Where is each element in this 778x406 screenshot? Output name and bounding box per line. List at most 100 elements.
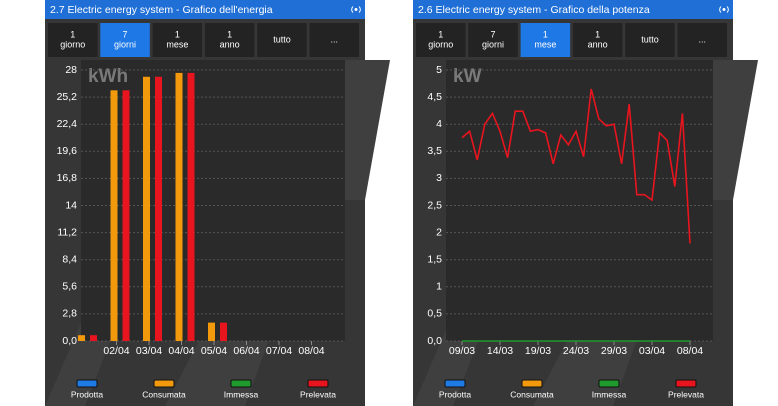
- y-tick-label: 19,6: [57, 145, 78, 157]
- y-tick-label: 11,2: [57, 226, 77, 238]
- bar: [155, 76, 162, 342]
- y-tick-label: 14: [65, 199, 77, 211]
- legend-swatch: [444, 379, 466, 388]
- bar: [122, 90, 130, 341]
- button-label: mese: [534, 39, 556, 49]
- signal-icon: [351, 6, 361, 13]
- x-tick-label: 24/03: [563, 345, 589, 357]
- bar: [143, 76, 150, 342]
- y-tick-label: 0,5: [427, 308, 442, 320]
- legend-swatch: [76, 379, 98, 388]
- legend-swatch: [230, 379, 252, 388]
- legend-label: Consumata: [510, 389, 554, 399]
- button-label: giorno: [428, 39, 453, 49]
- y-tick-label: 16,8: [57, 172, 78, 184]
- x-tick-label: 02/04: [103, 345, 129, 357]
- x-tick-label: 08/04: [298, 345, 324, 357]
- period-button[interactable]: [309, 23, 360, 57]
- bar: [187, 72, 195, 342]
- legend-label: Consumata: [142, 389, 186, 399]
- bar: [78, 335, 85, 341]
- legend-swatch: [675, 379, 697, 388]
- y-tick-label: 4,5: [427, 91, 442, 103]
- x-tick-label: 05/04: [201, 345, 227, 357]
- bar: [175, 72, 183, 342]
- period-button[interactable]: [520, 23, 571, 57]
- x-tick-label: 04/04: [168, 345, 194, 357]
- legend-swatch: [598, 379, 620, 388]
- y-tick-label: 2: [436, 226, 442, 238]
- period-button[interactable]: [152, 23, 203, 57]
- signal-icon: [719, 6, 729, 13]
- period-button[interactable]: [48, 23, 98, 57]
- x-tick-label: 03/04: [639, 345, 665, 357]
- legend-label: Prodotta: [439, 389, 471, 399]
- header-title: 2.6 Electric energy system - Grafico del…: [418, 4, 650, 16]
- period-button[interactable]: [572, 23, 623, 57]
- button-label: tutto: [641, 34, 659, 44]
- button-label: 1: [543, 29, 548, 39]
- button-label: tutto: [273, 34, 291, 44]
- period-button[interactable]: [416, 23, 466, 57]
- signal-icon: [354, 8, 358, 11]
- header-bar: [413, 0, 733, 19]
- legend-swatch: [153, 379, 175, 388]
- button-label: 7: [123, 29, 128, 39]
- unit-label: kWh: [88, 66, 128, 87]
- x-tick-label: 29/03: [601, 345, 627, 357]
- x-tick-label: 09/03: [449, 345, 475, 357]
- y-tick-label: 0,0: [427, 335, 442, 347]
- y-tick-label: 3: [436, 172, 442, 184]
- button-label: giorno: [60, 39, 85, 49]
- panel: 2.7 Electric energy system - Grafico del…: [45, 0, 390, 406]
- button-label: 7: [491, 29, 496, 39]
- y-tick-label: 2,5: [427, 199, 442, 211]
- legend-label: Prelevata: [668, 389, 704, 399]
- period-button[interactable]: [257, 23, 307, 57]
- button-label: 1: [227, 29, 232, 39]
- y-tick-label: 28: [65, 64, 77, 76]
- x-tick-label: 07/04: [266, 345, 292, 357]
- button-label: 1: [175, 29, 180, 39]
- button-label: ...: [330, 34, 338, 44]
- button-label: 1: [595, 29, 600, 39]
- button-label: anno: [220, 39, 240, 49]
- period-button[interactable]: [204, 23, 255, 57]
- button-label: anno: [588, 39, 608, 49]
- plot-area: [81, 60, 345, 341]
- x-tick-label: 14/03: [487, 345, 513, 357]
- button-label: 1: [438, 29, 443, 39]
- y-tick-label: 22,4: [57, 118, 78, 130]
- y-tick-label: 4: [436, 118, 442, 130]
- button-label: ...: [698, 34, 706, 44]
- legend-label: Prelevata: [300, 389, 336, 399]
- y-tick-label: 3,5: [427, 145, 442, 157]
- header-title: 2.7 Electric energy system - Grafico del…: [50, 4, 273, 16]
- legend-swatch: [521, 379, 543, 388]
- panel: 2.6 Electric energy system - Grafico del…: [413, 0, 758, 406]
- bar: [220, 322, 227, 341]
- signal-icon: [722, 8, 726, 11]
- period-button[interactable]: [677, 23, 728, 57]
- period-button[interactable]: [468, 23, 518, 57]
- bar: [208, 322, 215, 341]
- x-tick-label: 03/04: [136, 345, 162, 357]
- bar: [90, 335, 97, 341]
- header-bar: [45, 0, 365, 19]
- legend-label: Immessa: [592, 389, 627, 399]
- bar: [110, 90, 118, 341]
- y-tick-label: 2,8: [62, 308, 77, 320]
- y-tick-label: 1,5: [427, 253, 442, 265]
- x-tick-label: 06/04: [233, 345, 259, 357]
- button-label: mese: [166, 39, 188, 49]
- legend-label: Immessa: [224, 389, 259, 399]
- y-tick-label: 0,0: [62, 335, 77, 347]
- y-tick-label: 8,4: [62, 253, 77, 265]
- y-tick-label: 1: [436, 281, 442, 293]
- y-tick-label: 5,6: [62, 281, 77, 293]
- y-tick-label: 5: [436, 64, 442, 76]
- plot-area: [446, 60, 713, 341]
- period-button[interactable]: [100, 23, 150, 57]
- button-label: giorni: [114, 39, 136, 49]
- period-button[interactable]: [625, 23, 675, 57]
